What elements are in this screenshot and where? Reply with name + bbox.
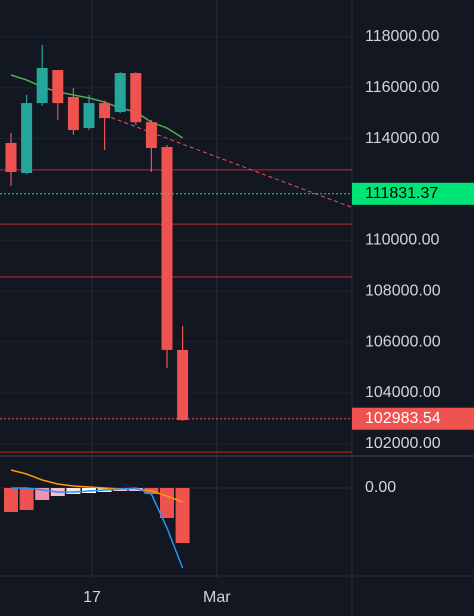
candle-body — [99, 103, 111, 119]
y-tick-label: 104000.00 — [365, 384, 441, 401]
y-tick-label: 102000.00 — [365, 435, 441, 452]
candle-body — [130, 73, 142, 123]
histogram-bar — [175, 488, 190, 543]
candle-body — [145, 122, 157, 149]
histogram-bar — [19, 488, 34, 510]
trend-line — [104, 114, 352, 208]
x-tick-label: 17 — [83, 589, 101, 606]
y-tick-label: 118000.00 — [365, 28, 440, 45]
histogram-bar — [66, 488, 81, 494]
marker-label: 111831.37 — [365, 185, 438, 202]
y-tick-label: 108000.00 — [365, 282, 441, 299]
indicator-line — [11, 487, 184, 569]
y-tick-label: 114000.00 — [365, 130, 440, 147]
candle-body — [67, 96, 79, 131]
candle-body — [114, 73, 126, 112]
y-tick-label: 0.00 — [365, 479, 396, 496]
candle-body — [5, 142, 17, 172]
candle-body — [83, 103, 95, 128]
histogram-bar — [4, 488, 18, 512]
indicator-line — [10, 469, 183, 503]
y-tick-label: 116000.00 — [365, 79, 440, 96]
candle-body — [21, 103, 33, 173]
x-tick-label: Mar — [203, 589, 231, 606]
histogram-bar — [160, 488, 174, 518]
marker-box — [352, 407, 474, 430]
candle-body — [36, 67, 48, 104]
candle-body — [52, 70, 64, 104]
y-tick-label: 106000.00 — [365, 333, 441, 350]
marker-box — [352, 182, 474, 205]
candle-body — [177, 349, 189, 421]
candle-body — [161, 147, 173, 350]
y-tick-label: 110000.00 — [365, 232, 440, 249]
marker-label: 102983.54 — [365, 410, 441, 427]
